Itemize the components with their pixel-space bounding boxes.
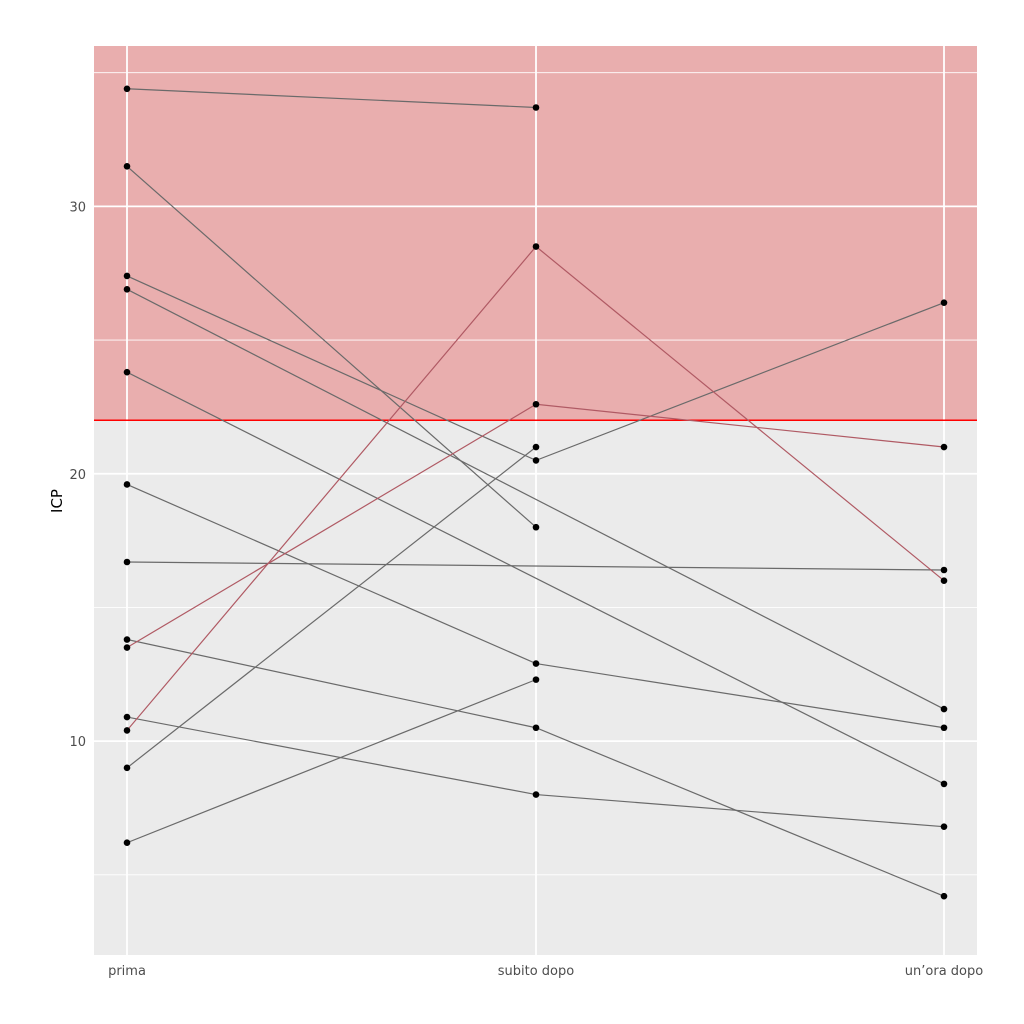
data-point — [123, 727, 131, 734]
data-point — [940, 299, 948, 306]
data-point — [532, 660, 540, 667]
y-tick-label: 10 — [69, 735, 86, 750]
y-tick-label: 20 — [69, 468, 86, 483]
data-point — [123, 368, 131, 376]
x-axis-ticks: prima subito dopo un’ora dopo — [108, 964, 983, 979]
data-point — [123, 636, 131, 643]
series-line — [126, 88, 537, 109]
series-line — [126, 371, 945, 785]
data-point — [532, 243, 540, 250]
data-point — [123, 839, 131, 847]
data-point — [123, 713, 131, 721]
gridlines — [94, 46, 977, 955]
data-point — [940, 892, 948, 900]
data-point — [940, 705, 948, 713]
data-point — [532, 400, 540, 408]
y-axis-title: ICP — [48, 489, 66, 513]
data-points — [123, 85, 948, 900]
data-point — [940, 443, 948, 451]
x-tick-label: subito dopo — [498, 964, 575, 979]
data-point — [123, 481, 131, 488]
series-line — [126, 446, 537, 769]
series-line — [126, 165, 537, 528]
series-line — [126, 561, 945, 571]
y-axis-ticks: 10 20 30 — [69, 200, 86, 750]
data-point — [532, 676, 540, 683]
data-point — [123, 558, 131, 566]
data-point — [532, 523, 540, 531]
data-point — [532, 791, 540, 798]
data-point — [123, 285, 131, 293]
data-point — [123, 272, 131, 280]
series-line — [126, 679, 537, 844]
x-tick-label: un’ora dopo — [905, 964, 983, 979]
y-tick-label: 30 — [69, 200, 86, 215]
series-line — [126, 288, 945, 710]
data-point — [532, 104, 540, 111]
data-point — [532, 457, 540, 464]
data-point — [123, 764, 131, 772]
data-point — [532, 443, 540, 451]
data-point — [123, 163, 131, 170]
data-point — [940, 577, 948, 585]
data-point — [940, 724, 948, 732]
data-point — [532, 724, 540, 732]
data-point — [940, 823, 948, 830]
data-point — [123, 85, 131, 93]
data-point — [940, 780, 948, 788]
data-point — [940, 566, 948, 574]
data-point — [123, 644, 131, 651]
x-tick-label: prima — [108, 964, 146, 979]
